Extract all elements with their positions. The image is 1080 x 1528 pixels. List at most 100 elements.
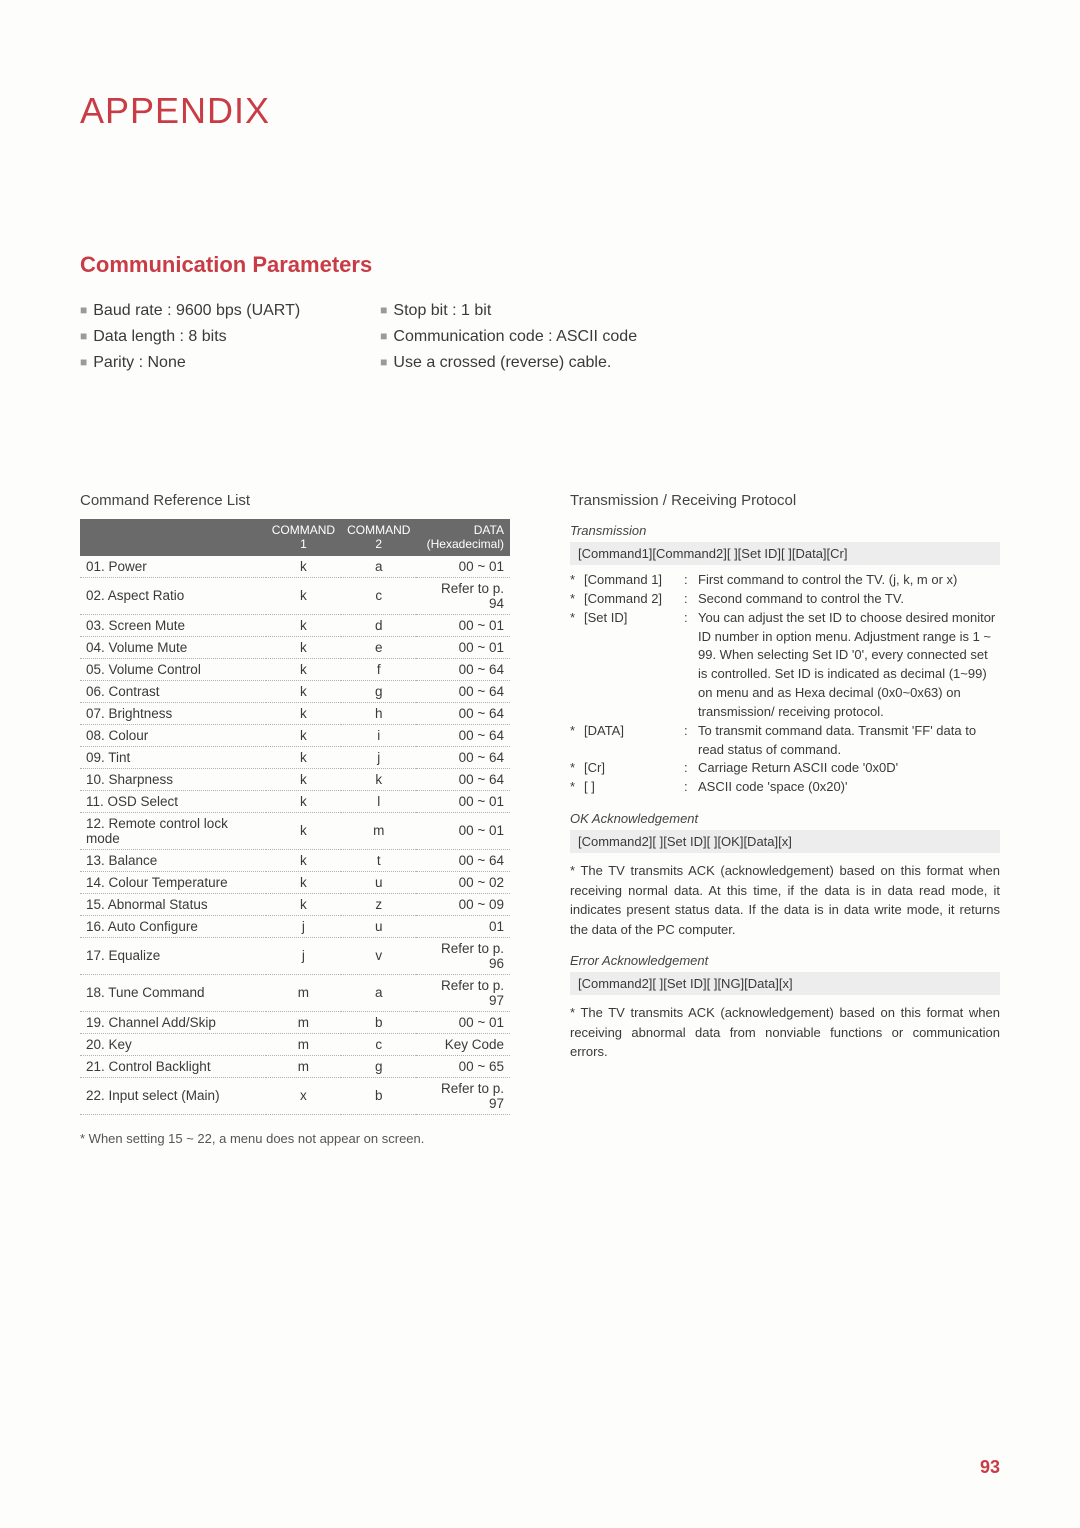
table-cell: j <box>341 746 416 768</box>
table-cell: k <box>266 790 341 812</box>
table-row: 16. Auto Configureju01 <box>80 915 510 937</box>
table-cell: 04. Volume Mute <box>80 636 266 658</box>
definition-label: [Command 2] <box>584 590 684 609</box>
table-cell: b <box>341 1011 416 1033</box>
parameters-block: Baud rate : 9600 bps (UART) Data length … <box>80 302 1000 372</box>
command-reference-heading: Command Reference List <box>80 492 510 509</box>
definition-item: *[Set ID]:You can adjust the set ID to c… <box>570 609 1000 722</box>
param-item: Communication code : ASCII code <box>380 328 637 346</box>
table-cell: c <box>341 577 416 614</box>
table-cell: c <box>341 1033 416 1055</box>
definition-desc: Carriage Return ASCII code '0x0D' <box>698 759 1000 778</box>
table-row: 09. Tintkj00 ~ 64 <box>80 746 510 768</box>
table-cell: 18. Tune Command <box>80 974 266 1011</box>
table-cell: k <box>266 556 341 578</box>
definition-colon: : <box>684 759 698 778</box>
definition-colon: : <box>684 571 698 590</box>
definition-label: [Command 1] <box>584 571 684 590</box>
definitions-list: *[Command 1]:First command to control th… <box>570 571 1000 797</box>
table-cell: m <box>266 1011 341 1033</box>
table-row: 07. Brightnesskh00 ~ 64 <box>80 702 510 724</box>
table-cell: k <box>266 871 341 893</box>
table-cell: 19. Channel Add/Skip <box>80 1011 266 1033</box>
table-cell: v <box>341 937 416 974</box>
param-item: Data length : 8 bits <box>80 328 300 346</box>
table-cell: k <box>266 724 341 746</box>
definition-desc: First command to control the TV. (j, k, … <box>698 571 1000 590</box>
table-header: COMMAND2 <box>341 519 416 556</box>
table-cell: 00 ~ 01 <box>416 614 510 636</box>
definition-item: *[DATA]:To transmit command data. Transm… <box>570 722 1000 760</box>
params-left-col: Baud rate : 9600 bps (UART) Data length … <box>80 302 300 372</box>
ok-ack-label: OK Acknowledgement <box>570 811 1000 826</box>
definition-desc: ASCII code 'space (0x20)' <box>698 778 1000 797</box>
definition-item: *[Cr]:Carriage Return ASCII code '0x0D' <box>570 759 1000 778</box>
table-cell: k <box>266 636 341 658</box>
table-row: 20. KeymcKey Code <box>80 1033 510 1055</box>
table-row: 17. EqualizejvRefer to p. 96 <box>80 937 510 974</box>
table-cell: 01. Power <box>80 556 266 578</box>
table-cell: 10. Sharpness <box>80 768 266 790</box>
table-cell: x <box>266 1077 341 1114</box>
table-cell: e <box>341 636 416 658</box>
table-cell: k <box>266 658 341 680</box>
table-cell: m <box>266 1055 341 1077</box>
table-row: 02. Aspect RatiokcRefer to p. 94 <box>80 577 510 614</box>
table-cell: 00 ~ 64 <box>416 702 510 724</box>
param-item: Stop bit : 1 bit <box>380 302 637 320</box>
bullet-star: * <box>570 722 584 760</box>
table-cell: 13. Balance <box>80 849 266 871</box>
table-cell: 17. Equalize <box>80 937 266 974</box>
table-cell: Refer to p. 97 <box>416 974 510 1011</box>
definition-label: [Set ID] <box>584 609 684 722</box>
definition-colon: : <box>684 590 698 609</box>
table-header: COMMAND1 <box>266 519 341 556</box>
table-cell: a <box>341 974 416 1011</box>
table-cell: u <box>341 871 416 893</box>
table-cell: 00 ~ 64 <box>416 768 510 790</box>
err-ack-format: [Command2][ ][Set ID][ ][NG][Data][x] <box>570 972 1000 995</box>
table-cell: j <box>266 915 341 937</box>
table-cell: b <box>341 1077 416 1114</box>
table-cell: 16. Auto Configure <box>80 915 266 937</box>
table-cell: a <box>341 556 416 578</box>
table-cell: m <box>266 974 341 1011</box>
table-cell: k <box>266 893 341 915</box>
table-cell: 07. Brightness <box>80 702 266 724</box>
command-reference-table: COMMAND1 COMMAND2 DATA(Hexadecimal) 01. … <box>80 519 510 1115</box>
table-cell: Key Code <box>416 1033 510 1055</box>
table-cell: 00 ~ 02 <box>416 871 510 893</box>
table-cell: 00 ~ 09 <box>416 893 510 915</box>
table-row: 01. Powerka00 ~ 01 <box>80 556 510 578</box>
table-header <box>80 519 266 556</box>
table-row: 13. Balancekt00 ~ 64 <box>80 849 510 871</box>
table-cell: m <box>266 1033 341 1055</box>
table-cell: k <box>266 702 341 724</box>
table-cell: 00 ~ 01 <box>416 790 510 812</box>
table-cell: k <box>266 614 341 636</box>
section-heading: Communication Parameters <box>80 252 1000 278</box>
protocol-heading: Transmission / Receiving Protocol <box>570 492 1000 509</box>
table-cell: 00 ~ 64 <box>416 724 510 746</box>
definition-label: [Cr] <box>584 759 684 778</box>
table-cell: Refer to p. 97 <box>416 1077 510 1114</box>
table-cell: g <box>341 680 416 702</box>
bullet-star: * <box>570 590 584 609</box>
table-cell: t <box>341 849 416 871</box>
ok-ack-format: [Command2][ ][Set ID][ ][OK][Data][x] <box>570 830 1000 853</box>
transmission-label: Transmission <box>570 523 1000 538</box>
table-cell: Refer to p. 94 <box>416 577 510 614</box>
param-item: Baud rate : 9600 bps (UART) <box>80 302 300 320</box>
table-cell: 00 ~ 64 <box>416 746 510 768</box>
table-cell: 00 ~ 64 <box>416 658 510 680</box>
table-cell: 08. Colour <box>80 724 266 746</box>
table-row: 12. Remote control lock modekm00 ~ 01 <box>80 812 510 849</box>
table-cell: d <box>341 614 416 636</box>
table-cell: Refer to p. 96 <box>416 937 510 974</box>
table-cell: 00 ~ 64 <box>416 680 510 702</box>
command-reference-section: Command Reference List COMMAND1 COMMAND2… <box>80 492 510 1146</box>
bullet-star: * <box>570 609 584 722</box>
page-number: 93 <box>980 1457 1000 1478</box>
table-cell: 00 ~ 01 <box>416 1011 510 1033</box>
table-cell: f <box>341 658 416 680</box>
